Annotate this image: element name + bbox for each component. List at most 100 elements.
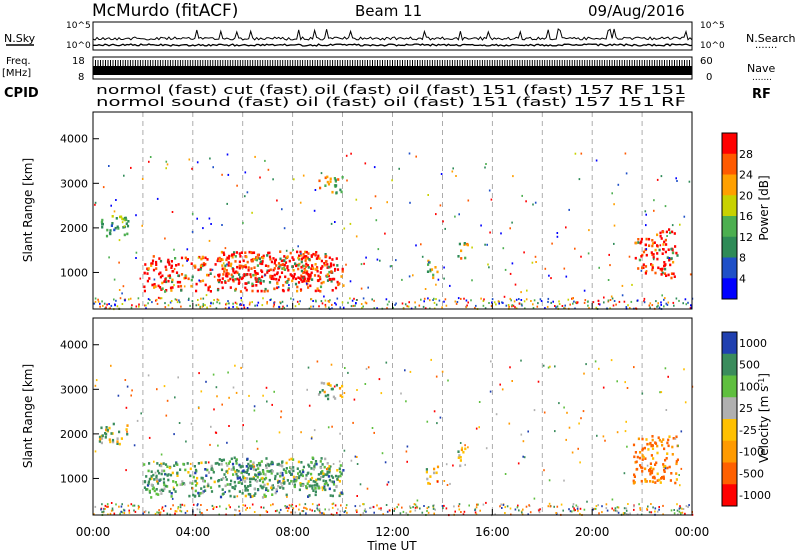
data-point bbox=[201, 512, 203, 514]
data-point bbox=[174, 510, 177, 513]
data-point bbox=[201, 255, 204, 259]
date-title: 09/Aug/2016 bbox=[588, 2, 685, 20]
data-point bbox=[474, 508, 477, 511]
data-point bbox=[658, 438, 661, 442]
data-point bbox=[230, 273, 233, 277]
data-point bbox=[490, 360, 492, 363]
data-point bbox=[478, 426, 480, 429]
data-point bbox=[323, 473, 326, 476]
data-point bbox=[386, 303, 389, 306]
data-point bbox=[193, 465, 196, 468]
data-point bbox=[571, 297, 574, 300]
data-point bbox=[406, 305, 408, 308]
noise-panel-frame bbox=[92, 21, 693, 51]
data-point bbox=[247, 269, 250, 272]
colorbar-segment bbox=[722, 216, 737, 238]
data-point bbox=[210, 223, 212, 225]
data-point bbox=[483, 298, 485, 301]
data-point bbox=[267, 168, 270, 171]
data-point bbox=[279, 263, 282, 267]
data-point bbox=[248, 464, 251, 468]
data-point bbox=[647, 237, 651, 241]
data-point bbox=[297, 472, 300, 475]
data-point bbox=[110, 432, 113, 435]
data-point bbox=[664, 367, 667, 370]
data-point bbox=[554, 365, 556, 368]
data-point bbox=[191, 482, 194, 485]
data-point bbox=[666, 235, 668, 237]
data-point bbox=[192, 503, 195, 506]
data-point bbox=[477, 503, 479, 506]
data-point bbox=[582, 410, 585, 413]
data-point bbox=[670, 247, 673, 251]
data-point bbox=[633, 475, 636, 478]
data-point bbox=[254, 473, 257, 476]
data-point bbox=[364, 383, 367, 385]
data-point bbox=[165, 289, 168, 292]
data-point bbox=[651, 239, 654, 242]
data-point bbox=[329, 299, 331, 302]
data-point bbox=[651, 264, 654, 267]
data-point bbox=[279, 257, 282, 261]
data-point bbox=[164, 265, 167, 269]
data-point bbox=[530, 300, 532, 302]
data-point bbox=[230, 457, 233, 461]
data-point bbox=[256, 256, 259, 260]
data-point bbox=[164, 484, 167, 488]
data-point bbox=[429, 299, 431, 302]
data-point bbox=[120, 505, 123, 508]
data-point bbox=[509, 227, 511, 230]
data-point bbox=[331, 425, 333, 428]
data-point bbox=[495, 303, 497, 306]
data-point bbox=[471, 279, 473, 282]
data-point bbox=[683, 368, 685, 371]
data-point bbox=[409, 201, 411, 204]
noise-panel: 10^5 10^0 10^5 10^0 N.Sky N.Search .....… bbox=[4, 21, 796, 51]
data-point bbox=[305, 485, 308, 488]
data-point bbox=[272, 268, 275, 272]
data-point bbox=[249, 480, 252, 484]
data-point bbox=[345, 504, 348, 507]
data-point bbox=[409, 370, 412, 373]
data-point bbox=[676, 180, 678, 182]
data-point bbox=[278, 431, 281, 434]
data-point bbox=[611, 507, 613, 510]
data-point bbox=[324, 260, 328, 263]
data-point bbox=[665, 457, 668, 460]
data-point bbox=[154, 512, 157, 515]
data-point bbox=[242, 424, 244, 427]
data-point bbox=[514, 283, 517, 286]
data-point bbox=[221, 488, 224, 491]
data-point bbox=[320, 381, 323, 385]
data-point bbox=[427, 194, 429, 196]
data-point bbox=[384, 461, 387, 464]
data-point bbox=[242, 476, 245, 480]
data-point bbox=[663, 261, 666, 264]
data-point bbox=[158, 272, 161, 276]
data-point bbox=[231, 253, 234, 257]
velocity-y-label: Slant Range [km] bbox=[21, 364, 35, 468]
data-point bbox=[315, 251, 318, 254]
data-point bbox=[199, 513, 202, 516]
data-point bbox=[679, 484, 681, 487]
data-point bbox=[199, 266, 203, 269]
data-point bbox=[276, 463, 279, 466]
data-point bbox=[657, 302, 659, 305]
data-point bbox=[594, 507, 597, 510]
data-point bbox=[475, 513, 478, 516]
data-point bbox=[588, 229, 590, 232]
data-point bbox=[654, 248, 657, 252]
data-point bbox=[209, 486, 213, 489]
data-point bbox=[326, 180, 329, 184]
data-point bbox=[320, 457, 323, 460]
data-point bbox=[264, 476, 268, 480]
data-point bbox=[547, 300, 549, 303]
data-point bbox=[264, 264, 268, 267]
data-point bbox=[642, 263, 645, 266]
data-point bbox=[284, 261, 288, 264]
data-point bbox=[247, 485, 250, 488]
data-point bbox=[118, 289, 121, 291]
data-point bbox=[155, 488, 158, 491]
data-point bbox=[437, 278, 440, 281]
data-point bbox=[302, 465, 305, 469]
